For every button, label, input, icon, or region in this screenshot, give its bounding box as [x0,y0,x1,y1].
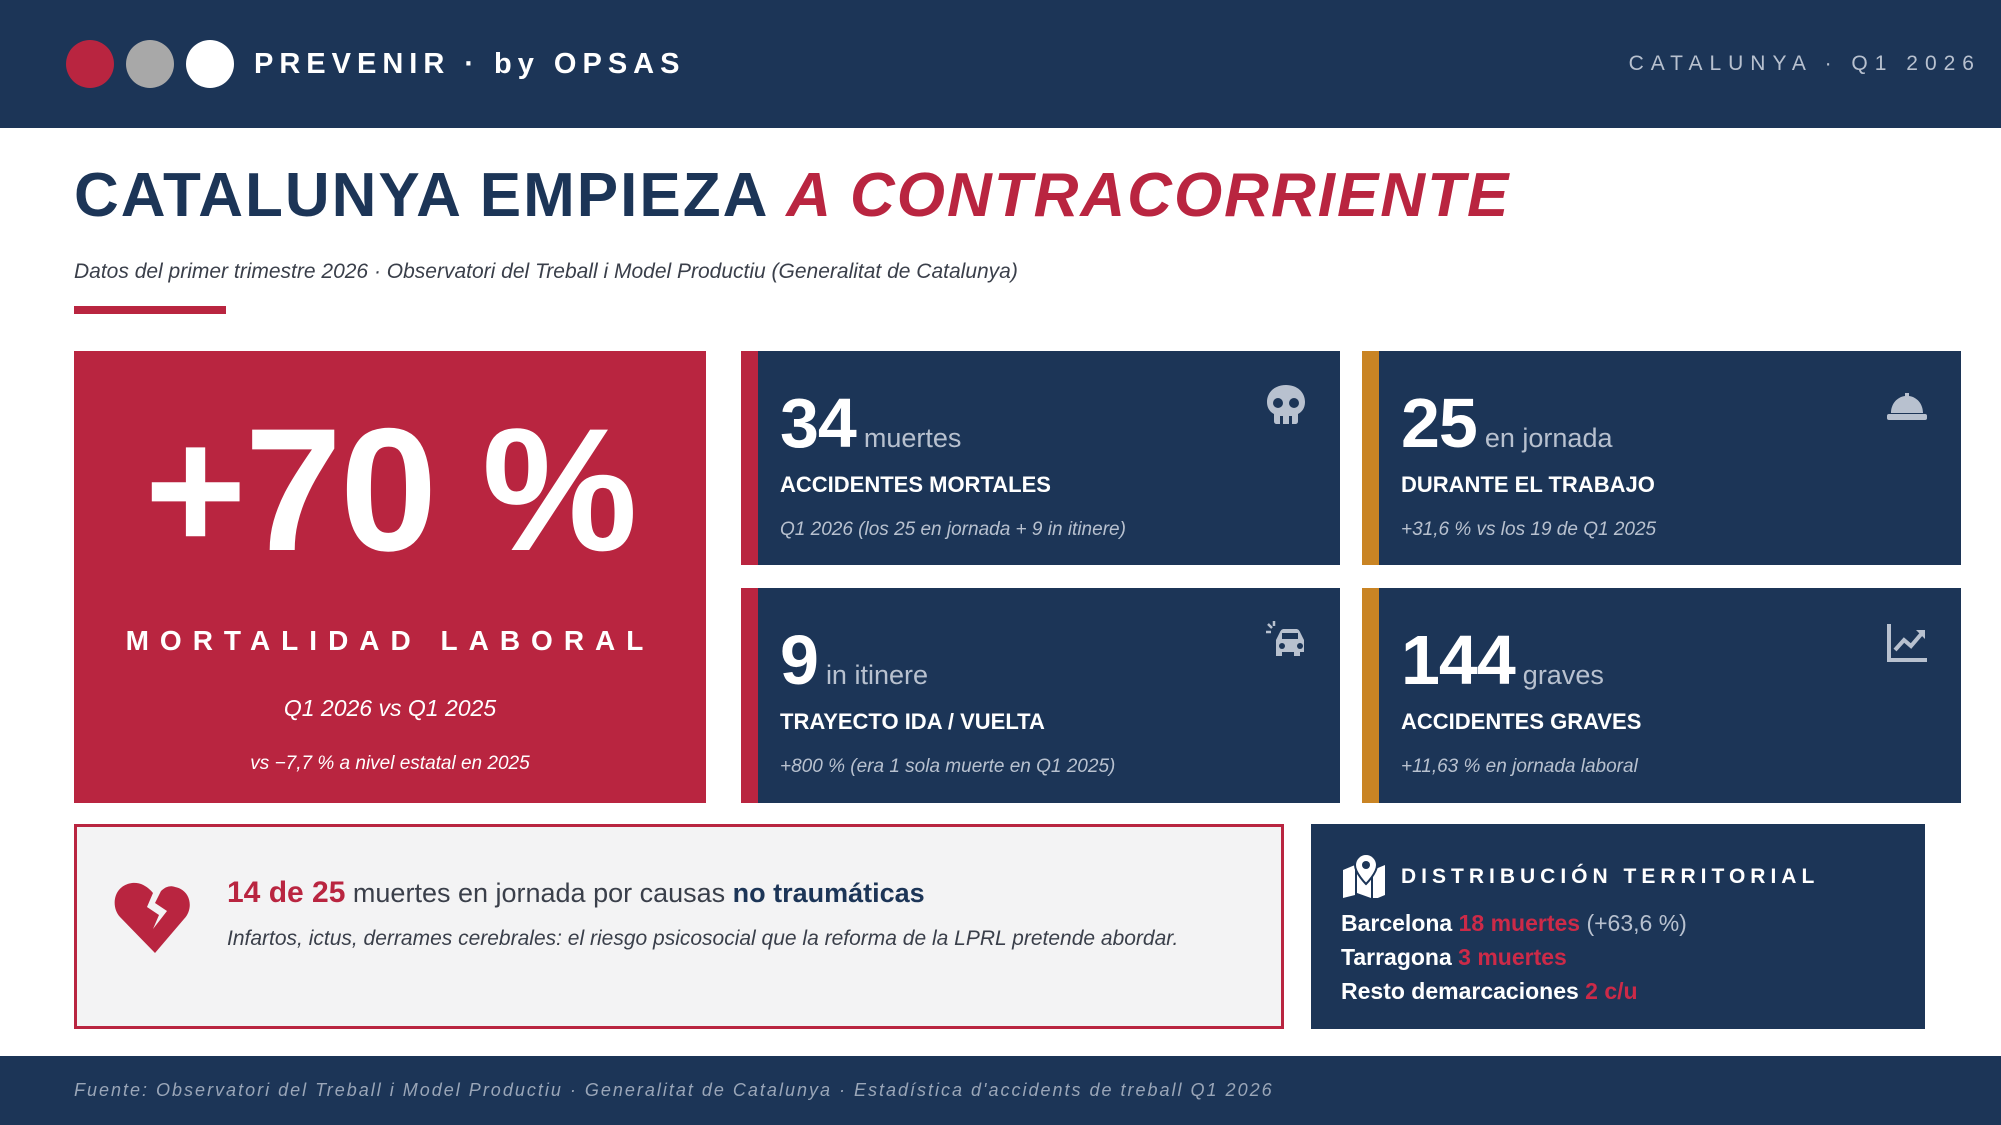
card-unit: graves [1522,660,1604,690]
card-label: TRAYECTO IDA / VUELTA [780,709,1045,734]
footer-source: Fuente: Observatori del Treball i Model … [74,1080,1274,1100]
territorial-row: Barcelona 18 muertes (+63,6 %) [1341,910,1687,936]
stat-card-workday: 25 en jornada DURANTE EL TRABAJO +31,6 % … [1362,351,1961,565]
card-unit: muertes [863,423,962,453]
car-crash-icon [1266,621,1304,656]
card-number: 9 in itinere [780,621,928,699]
non-traumatic-detail: Infartos, ictus, derrames cerebrales: el… [227,927,1179,950]
card-accent-bar [1362,351,1379,565]
territorial-distribution-box: DISTRIBUCIÓN TERRITORIAL Barcelona 18 mu… [1311,824,1925,1029]
card-label: DURANTE EL TRABAJO [1401,472,1655,497]
page-title: CATALUNYA EMPIEZA A CONTRACORRIENTE [74,158,1510,234]
territorial-row: Tarragona 3 muertes [1341,944,1567,970]
non-traumatic-emphasis: no traumáticas [732,878,925,908]
top-header: PREVENIR · by OPSAS CATALUNYA · Q1 2026 [0,0,2001,128]
non-traumatic-headline: 14 de 25 muertes en jornada por causas n… [227,876,925,909]
territorial-title: DISTRIBUCIÓN TERRITORIAL [1401,865,1820,888]
gray-dot-logo [126,40,174,88]
card-accent-bar [741,351,758,565]
card-label: ACCIDENTES GRAVES [1401,709,1642,734]
broken-heart-icon [114,882,190,953]
card-label: ACCIDENTES MORTALES [780,472,1051,497]
stat-card-commute: 9 in itinere TRAYECTO IDA / VUELTA +800 %… [741,588,1340,803]
card-unit: en jornada [1484,423,1613,453]
card-accent-bar [1362,588,1379,803]
trend-up-chart-icon [1887,624,1927,662]
hero-note: vs −7,7 % a nivel estatal en 2025 [250,753,530,774]
brand-name: PREVENIR · by OPSAS [254,48,686,80]
hero-compare: Q1 2026 vs Q1 2025 [283,695,497,721]
card-unit: in itinere [825,660,928,690]
stat-card-deaths: 34 muertes ACCIDENTES MORTALES Q1 2026 (l… [741,351,1340,565]
territorial-row: Resto demarcaciones 2 c/u [1341,978,1638,1004]
card-number: 34 muertes [780,384,962,462]
red-dot-logo [66,40,114,88]
non-traumatic-count: 14 de 25 [227,876,346,909]
card-note: +31,6 % vs los 19 de Q1 2025 [1401,519,1657,540]
title-accent: A CONTRACORRIENTE [786,161,1511,230]
stat-card-serious: 144 graves ACCIDENTES GRAVES +11,63 % en … [1362,588,1961,803]
card-number: 144 graves [1401,621,1604,699]
title-underline [74,306,226,314]
header-context: CATALUNYA · Q1 2026 [1628,52,1981,75]
title-main: CATALUNYA EMPIEZA [74,161,787,230]
non-traumatic-box: 14 de 25 muertes en jornada por causas n… [74,824,1284,1029]
card-note: Q1 2026 (los 25 en jornada + 9 in itiner… [780,519,1126,540]
footer: Fuente: Observatori del Treball i Model … [0,1056,2001,1125]
card-number: 25 en jornada [1401,384,1613,462]
card-note: +11,63 % en jornada laboral [1401,756,1638,777]
hero-mortality-card: +70 % MORTALIDAD LABORAL Q1 2026 vs Q1 2… [74,351,706,803]
white-dot-logo [186,40,234,88]
card-note: +800 % (era 1 sola muerte en Q1 2025) [780,756,1116,777]
card-accent-bar [741,588,758,803]
page-subtitle: Datos del primer trimestre 2026 · Observ… [74,260,1018,283]
hard-hat-icon [1887,393,1927,420]
map-pin-icon [1343,854,1385,898]
skull-icon [1267,385,1305,424]
hero-value: +70 % [144,393,637,588]
hero-label: MORTALIDAD LABORAL [125,625,655,656]
